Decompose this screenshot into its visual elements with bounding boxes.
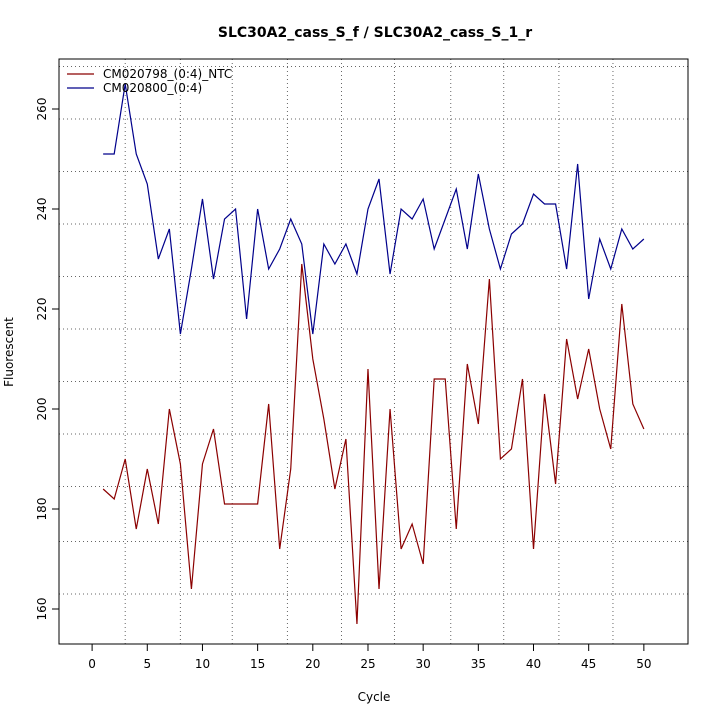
series-line-2 [103,83,645,335]
x-axis-label: Cycle [358,690,391,704]
x-tick-label: 35 [471,657,486,671]
y-axis-label: Fluorescent [2,317,16,387]
y-tick-label: 260 [35,98,49,121]
x-tick-label: 10 [195,657,210,671]
x-tick-label: 45 [581,657,596,671]
x-tick-label: 40 [526,657,541,671]
y-tick-label: 180 [35,498,49,521]
y-axis: 160 180 200 220 240 260 [35,98,60,621]
x-tick-label: 5 [143,657,151,671]
x-tick-label: 25 [360,657,375,671]
y-tick-label: 160 [35,598,49,621]
series-line-1 [102,263,645,625]
chart-title: SLC30A2_cass_S_f / SLC30A2_cass_S_1_r [218,25,532,41]
plot-frame [58,58,689,645]
series-lines [102,83,645,625]
y-tick-label: 200 [35,398,49,421]
x-tick-label: 15 [250,657,265,671]
legend-entry: CM020798_(0:4)_NTC [103,67,232,81]
y-tick-label: 220 [35,298,49,321]
legend-entry: CM020800_(0:4) [103,81,202,95]
grid [59,59,688,644]
x-tick-label: 0 [88,657,96,671]
y-tick-label: 240 [35,198,49,221]
x-axis: 0 5 10 15 20 25 30 35 40 45 50 [88,643,652,671]
x-tick-label: 30 [416,657,431,671]
x-tick-label: 50 [636,657,651,671]
x-tick-label: 20 [305,657,320,671]
